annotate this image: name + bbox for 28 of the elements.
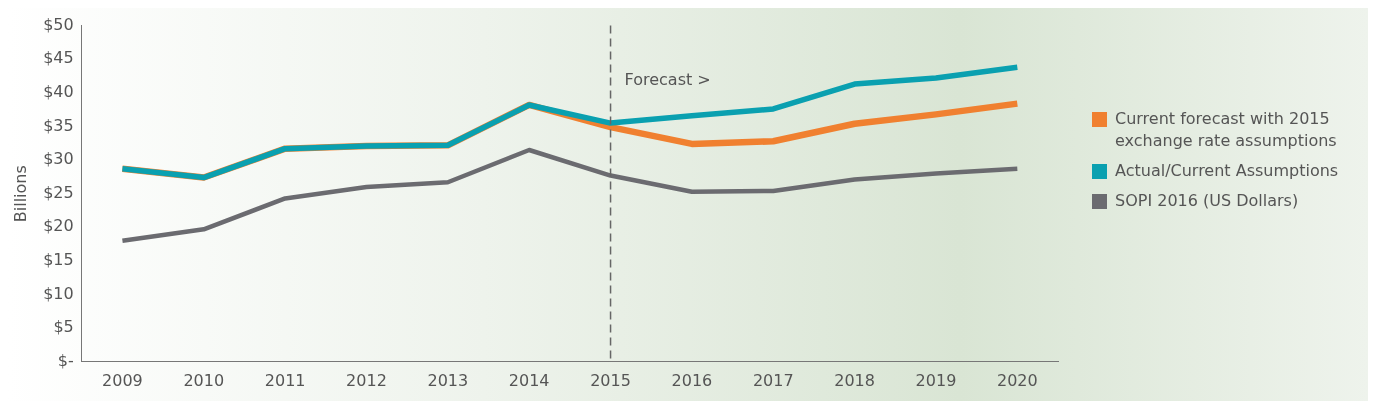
x-tick-label: 2014 [508, 370, 550, 390]
legend-label: Current forecast with 2015 exchange rate assumptions [1115, 108, 1338, 152]
y-tick-label: $30 [43, 149, 74, 169]
y-tick-label: $50 [43, 14, 74, 34]
x-tick-label: 2010 [183, 370, 225, 390]
y-tick-label: $5 [53, 317, 74, 337]
y-tick-label: $20 [43, 216, 74, 236]
x-tick-label: 2020 [996, 370, 1038, 390]
legend-label: Actual/Current Assumptions [1115, 160, 1339, 182]
y-tick-label: $25 [43, 182, 74, 202]
y-tick-label: $- [57, 350, 74, 370]
y-tick-label: $15 [43, 250, 74, 270]
x-tick-label: 2015 [590, 370, 631, 390]
y-tick-label: $10 [43, 283, 74, 303]
x-tick-label: 2016 [671, 370, 713, 390]
y-tick-label: $45 [43, 48, 74, 68]
x-tick-label: 2011 [264, 370, 306, 390]
y-axis-title: Billions [10, 165, 30, 223]
x-tick-label: 2017 [752, 370, 794, 390]
legend-label: SOPI 2016 (US Dollars) [1115, 190, 1299, 212]
x-tick-label: 2009 [102, 370, 143, 390]
ref-line-label: Forecast > [624, 69, 711, 89]
x-tick-label: 2019 [915, 370, 957, 390]
y-tick-label: $35 [43, 115, 74, 135]
x-tick-label: 2012 [346, 370, 387, 390]
x-tick-label: 2013 [427, 370, 469, 390]
y-tick-label: $40 [43, 82, 74, 101]
x-tick-label: 2018 [834, 370, 875, 390]
